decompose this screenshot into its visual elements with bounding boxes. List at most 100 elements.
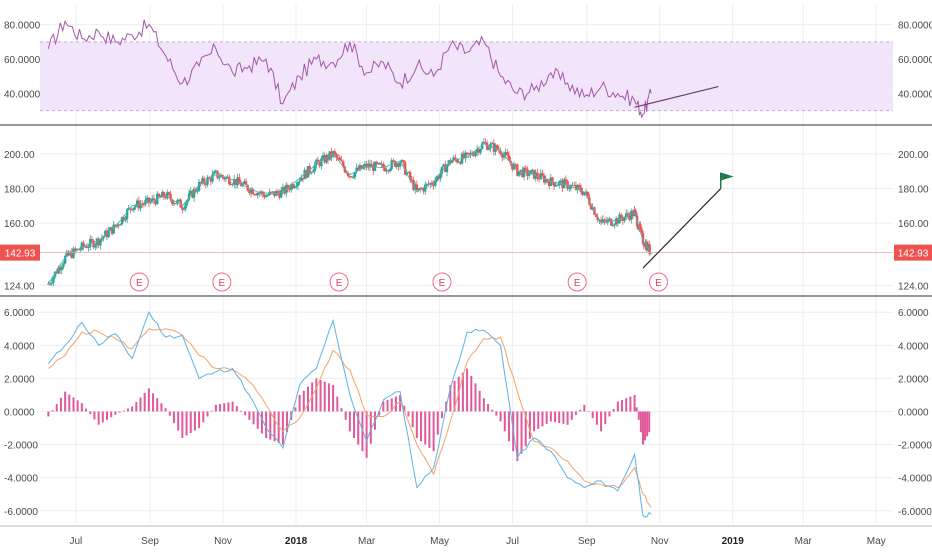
macd-histogram-bar	[390, 398, 393, 412]
candlestick	[630, 211, 633, 220]
earnings-marker[interactable]	[212, 272, 232, 292]
candlestick	[378, 162, 382, 165]
macd-histogram-bar	[80, 403, 83, 412]
candlestick	[330, 151, 333, 157]
earnings-marker-label: E	[574, 278, 581, 289]
macd-histogram-bar	[256, 411, 259, 429]
candlestick	[613, 224, 616, 226]
candlestick	[410, 179, 414, 181]
macd-histogram-bar	[595, 411, 598, 425]
macd-histogram-bar	[549, 411, 552, 422]
earnings-marker[interactable]	[567, 272, 587, 292]
price-y-tick-left: 200.00	[4, 150, 35, 161]
earnings-marker[interactable]	[129, 272, 149, 292]
candlestick	[425, 183, 429, 185]
candlestick	[333, 151, 336, 154]
macd-y-tick-left: -2.0000	[4, 441, 38, 452]
macd-histogram-bar	[202, 411, 205, 423]
candlestick	[574, 184, 578, 190]
candlestick	[135, 200, 139, 206]
macd-histogram-bar	[336, 396, 339, 412]
candlestick	[166, 192, 169, 199]
macd-histogram-bar	[648, 411, 651, 433]
macd-histogram-bar	[562, 411, 565, 424]
candlestick	[52, 276, 55, 283]
candlestick	[94, 244, 97, 248]
candlestick	[305, 170, 308, 178]
candlestick	[55, 271, 58, 274]
macd-histogram-bar	[415, 411, 418, 438]
candlestick	[367, 163, 370, 168]
candlestick	[345, 172, 348, 174]
macd-histogram-bar	[277, 411, 280, 443]
macd-histogram-bar	[72, 397, 75, 412]
candlestick	[635, 212, 638, 216]
macd-histogram-bar	[160, 403, 163, 412]
candlestick	[482, 142, 486, 144]
macd-histogram-bar	[227, 402, 230, 412]
macd-histogram-bar	[612, 409, 615, 412]
macd-histogram-bar	[231, 401, 234, 412]
macd-histogram-bar	[97, 411, 100, 425]
candlestick	[303, 170, 306, 180]
macd-histogram-bar	[635, 407, 638, 412]
last-price-label-left: 142.93	[5, 249, 36, 260]
candlestick	[375, 161, 378, 165]
candlestick	[563, 179, 566, 189]
macd-histogram-bar	[110, 411, 113, 418]
macd-histogram-bar	[139, 397, 142, 412]
candlestick	[474, 152, 477, 156]
macd-histogram-bar	[235, 406, 238, 412]
macd-histogram-bar	[407, 411, 410, 417]
candlestick	[380, 164, 383, 166]
earnings-marker[interactable]	[649, 272, 669, 292]
macd-histogram-bar	[461, 372, 464, 412]
candlestick	[316, 159, 320, 162]
candlestick	[278, 193, 281, 198]
candlestick	[89, 238, 92, 247]
candlestick	[537, 177, 541, 180]
earnings-marker[interactable]	[329, 272, 349, 292]
candlestick	[346, 173, 350, 177]
candlestick	[162, 192, 166, 198]
earnings-marker[interactable]	[432, 272, 452, 292]
candlestick	[258, 192, 261, 194]
candlestick	[298, 180, 301, 183]
flag-icon[interactable]	[720, 172, 734, 181]
macd-histogram-bar	[189, 411, 192, 434]
candlestick	[310, 172, 313, 174]
macd-histogram-bar	[420, 411, 423, 442]
rsi-y-tick-left: 60.0000	[4, 55, 41, 66]
rsi-y-tick-right: 80.0000	[898, 21, 932, 32]
macd-histogram-bar	[558, 411, 561, 424]
macd-histogram-bar	[487, 404, 490, 412]
candlestick	[621, 218, 625, 221]
projection-line[interactable]	[642, 188, 722, 269]
macd-histogram-bar	[114, 411, 117, 415]
candlestick	[293, 186, 296, 188]
macd-histogram-bar	[570, 411, 573, 420]
candlestick	[50, 282, 53, 284]
candlestick	[450, 160, 454, 164]
candlestick	[373, 161, 377, 171]
candlestick	[110, 227, 114, 234]
macd-histogram-bar	[131, 406, 134, 412]
macd-y-tick-left: 6.0000	[4, 308, 35, 319]
macd-y-tick-right: -6.0000	[898, 507, 932, 518]
candlestick	[480, 143, 484, 149]
candlestick	[92, 240, 95, 248]
candlestick	[261, 191, 264, 195]
candlestick	[526, 168, 529, 176]
candlestick	[419, 188, 422, 190]
earnings-marker-label: E	[136, 278, 143, 289]
candlestick	[47, 283, 50, 285]
macd-histogram-bar	[327, 383, 330, 412]
rsi-trendline[interactable]	[634, 86, 719, 108]
macd-histogram-bar	[248, 411, 251, 420]
candlestick	[372, 164, 375, 171]
candlestick	[397, 163, 400, 167]
candlestick	[529, 170, 532, 175]
macd-histogram-bar	[286, 411, 289, 433]
macd-histogram-bar	[579, 409, 582, 412]
macd-histogram-bar	[135, 401, 138, 412]
